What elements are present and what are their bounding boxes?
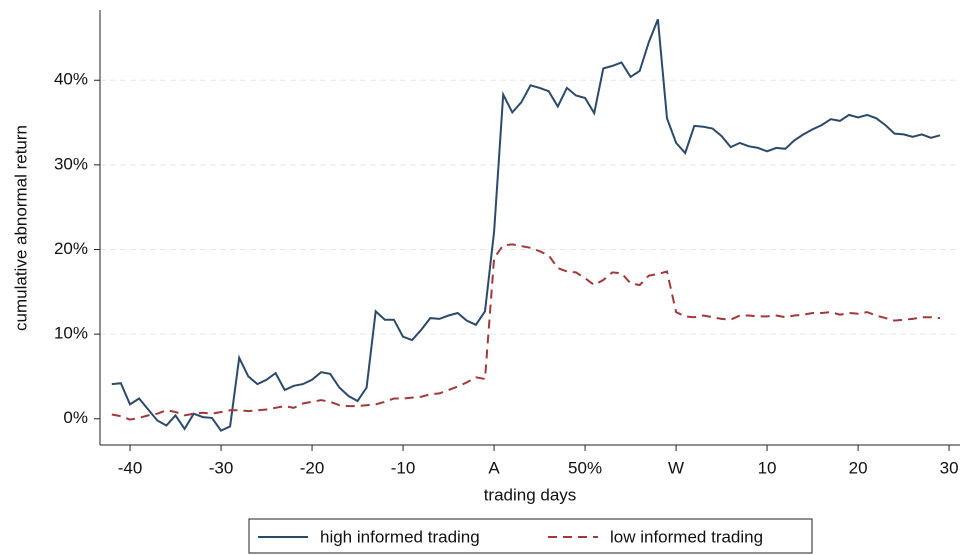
legend-label: low informed trading bbox=[610, 527, 763, 546]
x-tick-label: 50% bbox=[568, 458, 602, 477]
y-tick-label: 0% bbox=[63, 408, 88, 427]
x-tick-label: 10 bbox=[758, 458, 777, 477]
x-tick-label: 30 bbox=[940, 458, 959, 477]
y-tick-label: 40% bbox=[54, 70, 88, 89]
y-axis-label: cumulative abnormal return bbox=[11, 125, 30, 331]
x-tick-label: A bbox=[488, 458, 500, 477]
legend-label: high informed trading bbox=[320, 527, 480, 546]
x-tick-label: 20 bbox=[849, 458, 868, 477]
y-tick-label: 20% bbox=[54, 239, 88, 258]
x-tick-label: W bbox=[668, 458, 684, 477]
x-axis-label: trading days bbox=[484, 485, 577, 504]
legend-box bbox=[248, 518, 813, 554]
x-tick-label: -10 bbox=[391, 458, 416, 477]
y-tick-label: 30% bbox=[54, 154, 88, 173]
x-tick-label: -30 bbox=[209, 458, 234, 477]
series-line bbox=[111, 243, 941, 421]
x-tick-label: -40 bbox=[118, 458, 143, 477]
x-tick-label: -20 bbox=[300, 458, 325, 477]
series-line bbox=[111, 18, 941, 432]
y-tick-label: 10% bbox=[54, 324, 88, 343]
